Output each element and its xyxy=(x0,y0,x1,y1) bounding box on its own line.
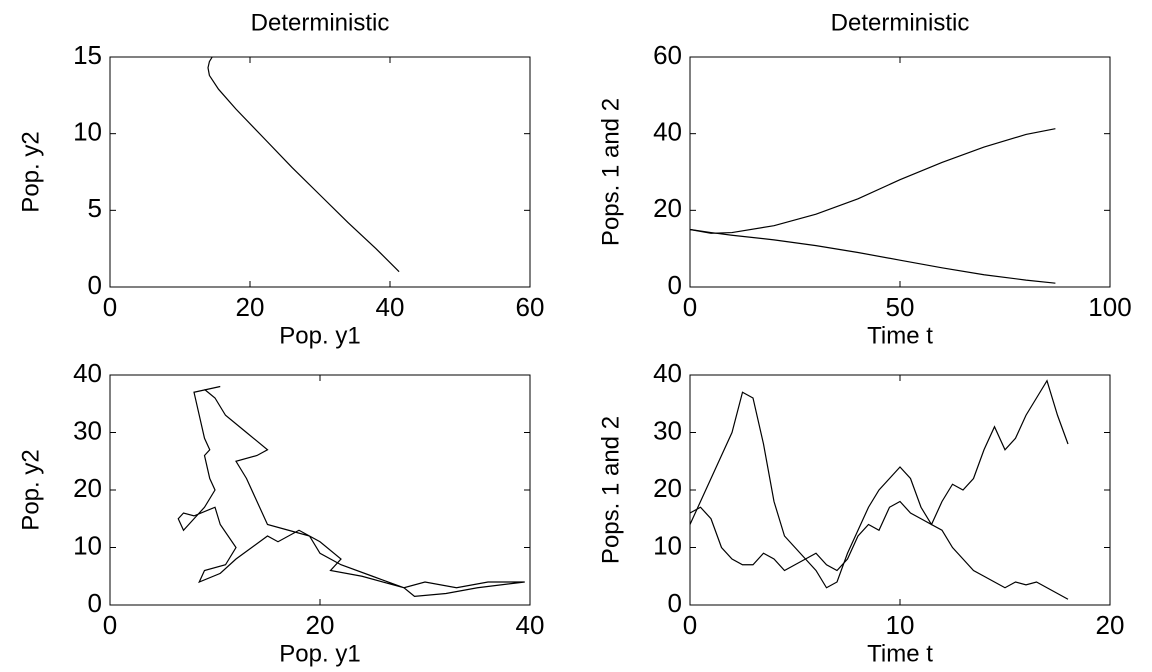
x-axis-label: Time t xyxy=(867,640,933,667)
y-tick-label: 60 xyxy=(653,40,682,70)
data-line xyxy=(689,128,1056,234)
x-tick-label: 0 xyxy=(683,292,697,322)
y-tick-label: 40 xyxy=(653,358,682,388)
data-line xyxy=(689,391,1069,600)
y-tick-label: 0 xyxy=(88,270,102,300)
y-axis-label: Pops. 1 and 2 xyxy=(597,416,624,564)
axes-box xyxy=(689,374,1111,606)
x-axis-label: Pop. y1 xyxy=(279,322,360,349)
x-tick-label: 0 xyxy=(103,610,117,640)
x-tick-label: 60 xyxy=(516,292,545,322)
y-tick-label: 20 xyxy=(653,473,682,503)
x-tick-label: 20 xyxy=(236,292,265,322)
y-tick-label: 20 xyxy=(653,193,682,223)
x-tick-label: 10 xyxy=(886,610,915,640)
x-tick-label: 0 xyxy=(683,610,697,640)
y-tick-label: 5 xyxy=(88,193,102,223)
axes-box xyxy=(109,374,531,606)
y-tick-label: 40 xyxy=(73,358,102,388)
y-tick-label: 30 xyxy=(73,415,102,445)
chart-title: Deterministic xyxy=(251,9,390,36)
x-axis-label: Pop. y1 xyxy=(279,640,360,667)
data-line xyxy=(207,56,400,273)
y-tick-label: 0 xyxy=(668,588,682,618)
x-axis-label: Time t xyxy=(867,322,933,349)
y-tick-label: 0 xyxy=(88,588,102,618)
x-tick-label: 100 xyxy=(1088,292,1131,322)
y-tick-label: 10 xyxy=(653,530,682,560)
y-axis-label: Pops. 1 and 2 xyxy=(597,98,624,246)
x-tick-label: 50 xyxy=(886,292,915,322)
y-axis-label: Pop. y2 xyxy=(17,131,44,212)
x-tick-label: 40 xyxy=(516,610,545,640)
y-tick-label: 30 xyxy=(653,415,682,445)
y-axis-label: Pop. y2 xyxy=(17,449,44,530)
y-tick-label: 20 xyxy=(73,473,102,503)
data-line xyxy=(689,228,1056,284)
axes-box xyxy=(689,56,1111,288)
y-tick-label: 0 xyxy=(668,270,682,300)
data-line xyxy=(177,385,525,597)
y-tick-label: 40 xyxy=(653,117,682,147)
x-tick-label: 0 xyxy=(103,292,117,322)
y-tick-label: 10 xyxy=(73,117,102,147)
x-tick-label: 40 xyxy=(376,292,405,322)
y-tick-label: 15 xyxy=(73,40,102,70)
y-tick-label: 10 xyxy=(73,530,102,560)
chart-title: Deterministic xyxy=(831,9,970,36)
data-line xyxy=(689,379,1069,572)
x-tick-label: 20 xyxy=(1096,610,1125,640)
x-tick-label: 20 xyxy=(306,610,335,640)
axes-box xyxy=(109,56,531,288)
